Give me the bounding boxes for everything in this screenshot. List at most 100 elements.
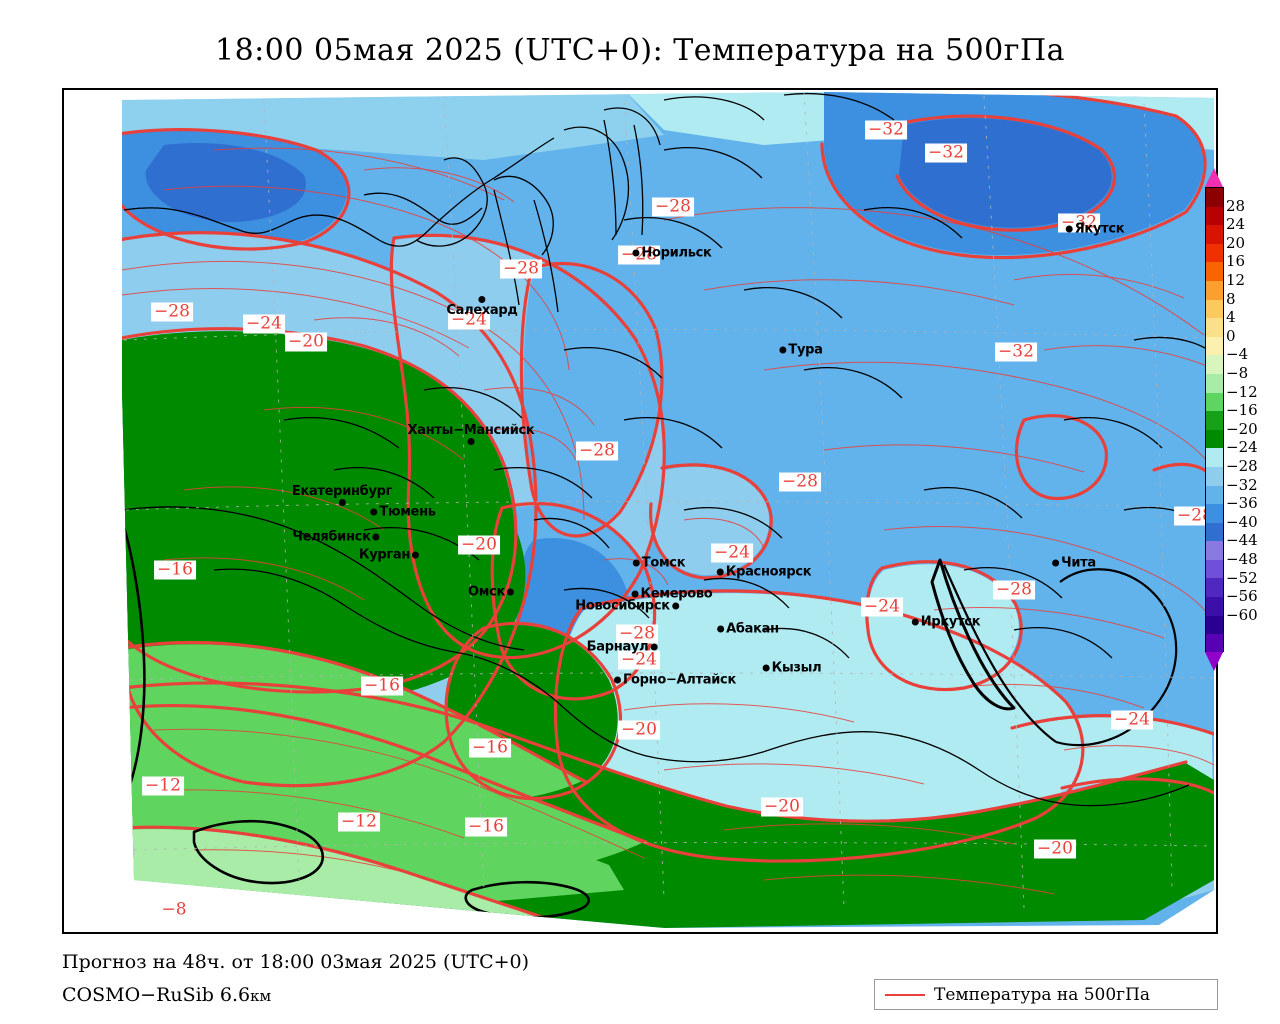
city-label: Абакан	[726, 621, 779, 637]
contour-label: −24	[618, 650, 660, 670]
contour-label: −20	[618, 720, 660, 740]
colorbar-band	[1206, 336, 1223, 356]
contour-label: −20	[761, 797, 803, 817]
colorbar-band	[1206, 559, 1223, 579]
colorbar-tick: 20	[1226, 233, 1246, 252]
model-resolution-unit: км	[250, 987, 272, 1005]
colorbar-band	[1206, 392, 1223, 412]
city-dot-icon	[1065, 225, 1073, 233]
city-label: Кызыл	[771, 660, 822, 676]
contour-label: −32	[865, 120, 907, 140]
model-name: COSMO−RuSib 6.6	[62, 984, 251, 1006]
city-marker: Кемерово	[631, 586, 713, 602]
contour-label: −28	[652, 197, 694, 217]
city-label: Омск	[467, 584, 506, 600]
city-label: Кемерово	[640, 586, 713, 602]
city-dot-icon	[631, 590, 639, 598]
contour-label: −20	[458, 535, 500, 555]
colorbar-tick: −36	[1226, 494, 1258, 513]
colorbar-band	[1206, 411, 1223, 430]
contour-label: −28	[500, 259, 542, 279]
city-marker: Чита	[1052, 556, 1096, 571]
city-dot-icon	[762, 664, 770, 672]
colorbar-band	[1206, 522, 1223, 542]
colorbar-band	[1206, 448, 1223, 467]
city-marker: Омск	[467, 584, 515, 600]
colorbar-over-arrow	[1205, 168, 1223, 187]
colorbar-tick: −60	[1226, 605, 1258, 624]
contour-label: −28	[151, 302, 193, 322]
city-dot-icon	[370, 508, 378, 516]
colorbar-tick: 8	[1226, 289, 1236, 308]
colorbar-band	[1206, 485, 1223, 505]
city-label: Иркутск	[920, 614, 981, 630]
city-label: Курган	[358, 547, 411, 563]
contour-label: −16	[154, 560, 196, 580]
colorbar-tick: 0	[1226, 326, 1236, 345]
colorbar-tick: −52	[1226, 568, 1258, 587]
colorbar-band	[1206, 280, 1223, 300]
city-dot-icon	[507, 588, 515, 596]
city-marker: Красноярск	[716, 564, 812, 580]
model-info: COSMO−RuSib 6.6км	[62, 984, 271, 1006]
city-label: Якутск	[1074, 221, 1125, 237]
contour-label: −28	[616, 624, 658, 644]
colorbar-tick: 28	[1226, 196, 1246, 215]
city-dot-icon	[671, 602, 679, 610]
colorbar-tick: −56	[1226, 587, 1258, 606]
city-marker: Курган	[358, 547, 420, 563]
legend-box: Температура на 500гПа	[874, 979, 1218, 1010]
city-label: Ханты−Мансийск	[407, 423, 535, 438]
city-dot-icon	[1052, 559, 1060, 567]
legend-label: Температура на 500гПа	[934, 984, 1151, 1005]
contour-label: −28	[779, 472, 821, 492]
contour-label: −16	[469, 738, 511, 758]
colorbar-tick: −48	[1226, 550, 1258, 568]
contour-label: −32	[995, 342, 1037, 362]
colorbar-bands	[1205, 187, 1224, 653]
colorbar-band	[1206, 578, 1223, 598]
colorbar-tick: −12	[1226, 382, 1258, 401]
city-dot-icon	[372, 533, 380, 541]
city-marker: Тура	[779, 343, 823, 358]
city-dot-icon	[716, 568, 724, 576]
city-label: Екатеринбург	[291, 484, 393, 499]
city-dot-icon	[717, 625, 725, 633]
legend-line-swatch	[885, 993, 925, 996]
colorbar-tick: −44	[1226, 531, 1258, 550]
colorbar-tick: −20	[1226, 419, 1258, 438]
city-label: Красноярск	[725, 564, 812, 580]
temperature-field	[64, 90, 1216, 932]
colorbar-band	[1206, 634, 1223, 653]
city-marker: Салехард	[446, 296, 518, 318]
colorbar-tick: −16	[1226, 401, 1258, 420]
city-marker: Барнаул	[587, 640, 658, 655]
city-dot-icon	[632, 559, 640, 567]
colorbar-band	[1206, 429, 1223, 449]
city-dot-icon	[478, 296, 486, 303]
colorbar-band	[1206, 299, 1223, 319]
contour-label: −24	[243, 314, 285, 334]
city-marker: Кызыл	[762, 660, 822, 676]
page-title: 18:00 05мая 2025 (UTC+0): Температура на…	[214, 33, 1065, 68]
colorbar-tick: −40	[1226, 512, 1258, 531]
contour-label: −8	[158, 900, 190, 920]
colorbar-tick: 16	[1226, 252, 1246, 271]
contour-label: −24	[861, 597, 903, 617]
colorbar-band	[1206, 206, 1223, 226]
city-marker: Челябинск	[292, 530, 380, 545]
colorbar-tick: −32	[1226, 475, 1258, 494]
city-marker: Норильск	[632, 245, 712, 261]
colorbar-tick-labels: 28 24 20 16 12 8 4 0 −4 −8 −12 −16 −20 −24 −28 −32 −36 −4…	[1226, 187, 1280, 652]
colorbar-tick: 4	[1226, 308, 1236, 327]
city-marker: Томск	[632, 555, 686, 571]
city-label: Норильск	[641, 245, 712, 261]
colorbar-band	[1206, 243, 1223, 263]
colorbar-band	[1206, 262, 1223, 281]
colorbar-tick: 24	[1226, 215, 1246, 234]
city-label: Салехард	[446, 303, 518, 318]
city-dot-icon	[779, 346, 787, 354]
contour-label: −12	[142, 776, 184, 796]
city-label: Томск	[641, 555, 686, 571]
